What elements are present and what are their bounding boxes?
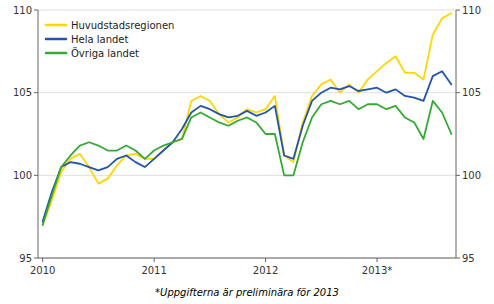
x-tick-label: 2011 [141,265,166,276]
legend-swatch [46,38,66,41]
y2-tick-label: 105 [462,87,481,98]
x-tick-label: 2013* [362,265,392,276]
legend-swatch [46,52,66,55]
y2-tick [456,92,460,93]
legend-label: Hela landet [71,34,129,45]
grid-line [38,92,456,93]
y2-axis-line [456,10,457,258]
x-tick-label: 2010 [30,265,55,276]
axes: 95 100 105 110 95 100 105 110 2010 2011 2012 2013* [13,5,481,277]
grid-line [38,10,456,11]
legend-swatch [46,24,66,27]
x-tick [154,258,155,262]
series-line [43,101,452,225]
y-tick [34,92,38,93]
footnote: *Uppgifterna är preliminära för 2013 [155,287,339,298]
legend-label: Övriga landet [71,47,139,59]
y2-tick-label: 95 [462,253,475,264]
y-tick [34,258,38,259]
x-tick [42,258,43,262]
legend: Huvudstadsregionen Hela landet Övriga land… [46,20,174,59]
y-axis-line [38,10,39,258]
y2-tick-label: 100 [462,170,481,181]
y-tick-label: 95 [19,253,32,264]
grid [38,10,456,258]
y-tick [34,175,38,176]
x-tick [265,258,266,262]
lines [43,13,452,225]
y-tick [34,10,38,11]
y-tick-label: 105 [13,87,32,98]
x-axis-line [38,258,456,259]
y2-tick [456,175,460,176]
y2-tick [456,258,460,259]
x-tick [377,258,378,262]
y2-tick [456,10,460,11]
grid-line [38,175,456,176]
grid-line [38,258,456,259]
y-tick-label: 110 [13,5,32,16]
series-line [43,13,452,225]
x-tick-label: 2012 [253,265,278,276]
series-line [43,71,452,221]
y2-tick-label: 110 [462,5,481,16]
chart: 95 100 105 110 95 100 105 110 2010 2011 2012 2013* H… [0,0,494,304]
legend-label: Huvudstadsregionen [71,20,174,31]
y-tick-label: 100 [13,170,32,181]
